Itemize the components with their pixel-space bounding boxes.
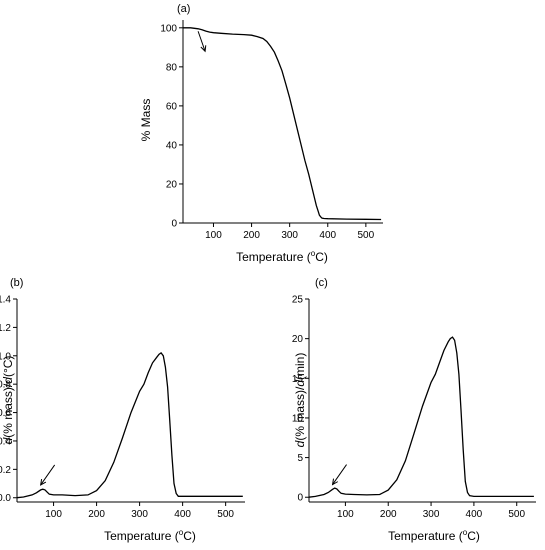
panel-a-plot: 100 200 300 400 500 0 20 40 60 80 100 — [160, 20, 383, 241]
x-tick-label: 200 — [243, 230, 260, 241]
y-tick-label: 0.6 — [0, 408, 11, 419]
x-tick-label: 400 — [319, 230, 336, 241]
panel-b-plot: 100 200 300 400 500 0.0 0.2 0.4 0.6 0.8 1.0 1.2 1.4 — [0, 295, 245, 520]
x-tick-label: 300 — [281, 230, 298, 241]
y-tick-label: 10 — [292, 413, 304, 424]
panel-b-label: (b) — [10, 277, 23, 289]
arrow-head — [200, 45, 207, 53]
panel-c-xlabel: Temperature (oC) — [388, 528, 480, 543]
annotation-arrow — [197, 31, 207, 53]
y-tick-label: 20 — [166, 179, 178, 190]
x-tick-label: 400 — [466, 509, 483, 520]
panel-c: (c) 100 200 300 400 500 0 5 10 15 20 25 Temperatur… — [292, 277, 536, 543]
annotation-arrow — [40, 464, 56, 486]
y-tick-label: 1.0 — [0, 351, 11, 362]
arrow-shaft — [332, 464, 347, 485]
x-tick-label: 100 — [205, 230, 222, 241]
panel-a-xlabel: Temperature (oC) — [236, 249, 328, 264]
panel-c-label: (c) — [315, 277, 328, 289]
x-tick-label: 100 — [337, 509, 354, 520]
y-tick-label: 15 — [292, 374, 304, 385]
y-tick-label: 0.2 — [0, 465, 11, 476]
y-tick-label: 0 — [297, 493, 303, 504]
x-tick-label: 100 — [45, 509, 62, 520]
panel-b-xlabel: Temperature (oC) — [104, 528, 196, 543]
panel-b: (b) 100 200 300 400 500 0.0 0.2 0.4 0.6 0.8 1.0 1.2… — [0, 277, 245, 543]
y-tick-label: 5 — [297, 453, 303, 464]
x-tick-label: 300 — [423, 509, 440, 520]
x-tick-label: 200 — [88, 509, 105, 520]
y-tick-label: 40 — [166, 140, 178, 151]
arrow-shaft — [197, 31, 206, 52]
x-tick-label: 500 — [217, 509, 234, 520]
panel-a-ylabel: % Mass — [139, 99, 153, 142]
x-tick-label: 200 — [380, 509, 397, 520]
series-line — [16, 352, 243, 499]
x-tick-label: 300 — [131, 509, 148, 520]
x-tick-label: 500 — [358, 230, 375, 241]
y-tick-label: 60 — [166, 101, 178, 112]
panel-c-plot: 100 200 300 400 500 0 5 10 15 20 25 — [292, 295, 536, 520]
y-tick-label: 0.0 — [0, 493, 11, 504]
y-tick-label: 1.2 — [0, 323, 11, 334]
y-tick-label: 0.4 — [0, 436, 11, 447]
y-tick-label: 20 — [292, 334, 304, 345]
arrow-head — [40, 478, 47, 486]
x-tick-label: 500 — [508, 509, 525, 520]
arrow-shaft — [40, 464, 56, 486]
panel-b-ylabel: d(% mass)/d(°C) — [1, 356, 15, 445]
y-tick-label: 80 — [166, 62, 178, 73]
y-tick-label: 25 — [292, 295, 304, 306]
arrow-head — [331, 478, 339, 486]
series-line — [308, 336, 534, 498]
annotation-arrow — [331, 464, 347, 486]
y-tick-label: 0.8 — [0, 380, 11, 391]
series-line — [183, 27, 382, 221]
y-tick-label: 100 — [160, 23, 177, 34]
panel-c-ylabel: d(% mass)/d(min) — [293, 353, 307, 448]
x-tick-label: 400 — [174, 509, 191, 520]
y-tick-label: 0 — [171, 219, 177, 230]
panel-a-label: (a) — [177, 3, 190, 15]
panel-a: (a) 100 200 300 400 500 0 20 40 60 80 100 Temperat… — [139, 3, 383, 264]
y-tick-label: 1.4 — [0, 295, 11, 306]
